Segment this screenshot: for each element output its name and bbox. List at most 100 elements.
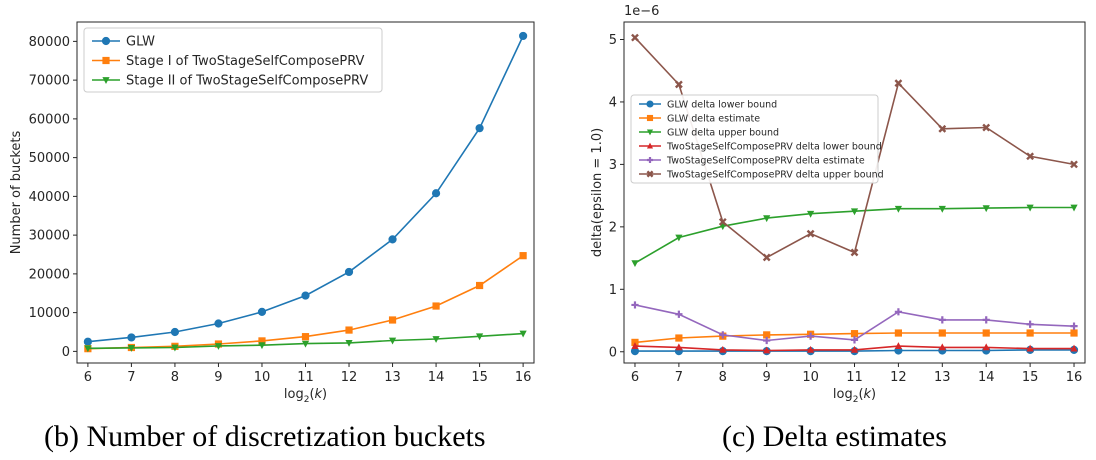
legend-item: TwoStageSelfComposePRV delta lower bound	[639, 141, 882, 152]
data-point	[519, 31, 528, 41]
series-stage-ii-of-twostageselfcomposeprv	[84, 330, 527, 353]
x-tick-label: 16	[1066, 370, 1083, 385]
data-point	[646, 129, 654, 136]
data-point	[345, 339, 353, 347]
data-point	[938, 329, 946, 337]
data-point	[1070, 322, 1078, 330]
x-tick-label: 9	[214, 370, 222, 385]
x-tick-label: 13	[934, 370, 951, 385]
legend-item: GLW delta upper bound	[639, 127, 779, 138]
chart-delta: 6 7 8 9 10 11 12 13 14 15 16012345log2(k)delta(eps…	[590, 4, 1086, 405]
x-tick-label: 12	[341, 370, 358, 385]
data-point	[1070, 160, 1078, 169]
series-twostageselfcomposeprv-delta-estimate	[631, 301, 1078, 345]
series-twostageselfcomposeprv-delta-lower-bound	[631, 342, 1078, 354]
data-point	[519, 330, 527, 338]
data-point	[102, 56, 110, 65]
data-point	[646, 114, 654, 122]
legend-label: TwoStageSelfComposePRV delta upper bound	[666, 169, 884, 180]
x-tick-label: 10	[254, 370, 271, 385]
data-point	[806, 210, 815, 218]
data-point	[763, 331, 771, 339]
series-stage-i-of-twostageselfcomposeprv	[84, 252, 527, 353]
data-point	[850, 208, 859, 216]
x-tick-label: 15	[471, 370, 488, 385]
x-tick-label: 14	[428, 370, 445, 385]
data-point	[1026, 329, 1034, 337]
y-tick-label: 10000	[29, 306, 70, 321]
data-point	[806, 229, 815, 238]
data-point	[214, 319, 223, 328]
data-point	[1070, 344, 1078, 352]
data-point	[475, 124, 484, 133]
data-point	[431, 189, 441, 198]
data-point	[84, 345, 92, 353]
data-point	[258, 342, 266, 350]
data-point	[763, 336, 771, 345]
y-tick-label: 3	[609, 158, 617, 173]
data-point	[894, 205, 903, 213]
data-point	[646, 156, 654, 164]
legend-label: Stage II of TwoStageSelfComposePRV	[126, 74, 368, 89]
data-point	[171, 344, 179, 352]
y-tick-label: 80000	[29, 35, 70, 50]
x-tick-label: 11	[297, 370, 314, 385]
y-tick-label: 1	[609, 283, 617, 298]
x-tick-label: 10	[802, 370, 819, 385]
data-point	[631, 342, 639, 350]
data-point	[646, 100, 654, 108]
x-tick-label: 6	[84, 370, 92, 385]
series-glw	[83, 31, 528, 346]
data-point	[345, 326, 353, 334]
y-tick-label: 4	[609, 95, 617, 110]
data-point	[631, 260, 639, 268]
data-point	[432, 302, 440, 310]
data-point	[675, 334, 683, 342]
data-point	[1026, 204, 1034, 212]
data-point	[982, 123, 991, 132]
data-point	[675, 234, 683, 242]
legend-box	[83, 27, 383, 93]
data-point	[719, 345, 727, 353]
y-tick-label: 50000	[29, 151, 70, 166]
data-point	[675, 310, 683, 318]
series-line	[634, 206, 1074, 264]
data-point	[806, 345, 815, 353]
data-point	[850, 330, 859, 338]
data-point	[894, 329, 903, 337]
data-point	[388, 337, 397, 345]
data-point	[631, 301, 639, 309]
data-point	[344, 267, 354, 277]
y-tick-label: 40000	[29, 190, 70, 205]
y-scale-label: 1e−6	[624, 4, 659, 19]
x-tick-label: 6	[631, 370, 639, 385]
data-point	[719, 331, 727, 339]
x-tick-label: 8	[171, 370, 179, 385]
data-point	[938, 343, 946, 351]
data-point	[1026, 152, 1035, 161]
legend-label: TwoStageSelfComposePRV delta lower bound	[666, 141, 882, 152]
y-tick-label: 0	[62, 345, 70, 360]
y-axis-label: delta(epsilon = 1.0)	[590, 128, 605, 257]
data-point	[388, 316, 397, 324]
data-point	[938, 124, 947, 133]
plot-frame	[623, 21, 1086, 364]
data-point	[850, 345, 859, 353]
legend-label: Stage I of TwoStageSelfComposePRV	[126, 54, 365, 69]
data-point	[763, 346, 771, 354]
data-point	[763, 215, 771, 223]
data-point	[982, 329, 990, 337]
caption-b: (b) Number of discretization buckets	[44, 420, 486, 453]
data-point	[127, 345, 136, 352]
data-point	[850, 248, 859, 257]
data-point	[475, 281, 484, 290]
data-point	[432, 336, 440, 343]
data-point	[1070, 329, 1078, 337]
data-point	[675, 343, 683, 351]
legend-item: TwoStageSelfComposePRV delta upper bound	[639, 169, 884, 180]
legend: GLW delta lower bound GLW delta estimate G…	[630, 94, 884, 184]
data-point	[257, 307, 267, 316]
y-tick-label: 30000	[29, 229, 70, 244]
data-point	[938, 205, 946, 213]
